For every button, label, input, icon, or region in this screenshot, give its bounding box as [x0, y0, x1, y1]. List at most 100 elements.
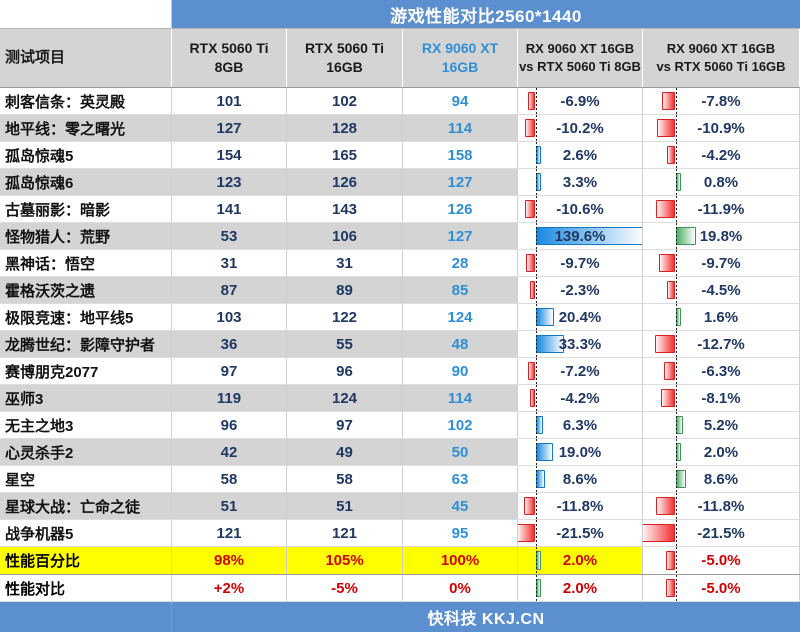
- data-bar-negative: [528, 362, 535, 380]
- cell-rtx5060ti-8gb: 154: [172, 142, 287, 168]
- cell-delta-vs-8gb: 2.0%: [518, 575, 643, 601]
- cell-delta-vs-8gb: 20.4%: [518, 304, 643, 330]
- cell-rtx5060ti-8gb: 123: [172, 169, 287, 195]
- title-spacer: [0, 0, 172, 28]
- table-row[interactable]: 龙腾世纪：影障守护者 36 55 48 33.3% -12.7%: [0, 331, 800, 358]
- row-label: 古墓丽影：暗影: [0, 196, 172, 222]
- cell-delta-vs-16gb: -10.9%: [643, 115, 800, 141]
- cell-delta-vs-8gb: 19.0%: [518, 439, 643, 465]
- column-header-rtx5060ti-8gb: RTX 5060 Ti 8GB: [172, 29, 287, 87]
- table-row[interactable]: 孤岛惊魂5 154 165 158 2.6% -4.2%: [0, 142, 800, 169]
- zero-axis-line: [536, 223, 537, 249]
- cell-delta-vs-8gb: -11.8%: [518, 493, 643, 519]
- table-row[interactable]: 巫师3 119 124 114 -4.2% -8.1%: [0, 385, 800, 412]
- cell-rtx5060ti-8gb: 98%: [172, 547, 287, 574]
- zero-axis-line: [676, 115, 677, 141]
- zero-axis-line: [676, 331, 677, 357]
- cell-rtx5060ti-16gb: 165: [287, 142, 403, 168]
- cell-rtx5060ti-16gb: 51: [287, 493, 403, 519]
- data-bar-negative: [659, 254, 675, 272]
- row-label: 无主之地3: [0, 412, 172, 438]
- footer-spacer: [0, 602, 172, 632]
- data-bar-negative: [643, 524, 675, 542]
- summary-row-percent[interactable]: 性能百分比 98% 105% 100% 2.0% -5.0%: [0, 547, 800, 575]
- table-row[interactable]: 极限竞速：地平线5 103 122 124 20.4% 1.6%: [0, 304, 800, 331]
- title-row: 游戏性能对比2560*1440: [0, 0, 800, 28]
- cell-rtx5060ti-16gb: 89: [287, 277, 403, 303]
- cell-rtx5060ti-8gb: 36: [172, 331, 287, 357]
- cell-delta-vs-16gb: 8.6%: [643, 466, 800, 492]
- delta-value: -5.0%: [701, 579, 741, 597]
- delta-value: 2.0%: [703, 443, 739, 461]
- row-label: 极限竞速：地平线5: [0, 304, 172, 330]
- delta-value: 33.3%: [558, 335, 602, 353]
- footer-watermark: 快科技 KKJ.CN: [172, 602, 800, 632]
- table-row[interactable]: 刺客信条：英灵殿 101 102 94 -6.9% -7.8%: [0, 88, 800, 115]
- cell-rtx5060ti-16gb: 96: [287, 358, 403, 384]
- delta-value: -10.9%: [697, 119, 745, 137]
- column-header-rtx5060ti-16gb: RTX 5060 Ti 16GB: [287, 29, 403, 87]
- cell-rtx5060ti-16gb: 58: [287, 466, 403, 492]
- cell-rx9060xt-16gb: 158: [403, 142, 518, 168]
- zero-axis-line: [676, 493, 677, 519]
- table-row[interactable]: 战争机器5 121 121 95 -21.5% -21.5%: [0, 520, 800, 547]
- zero-axis-line: [536, 358, 537, 384]
- table-row[interactable]: 无主之地3 96 97 102 6.3% 5.2%: [0, 412, 800, 439]
- cell-rx9060xt-16gb: 90: [403, 358, 518, 384]
- cell-delta-vs-8gb: -10.6%: [518, 196, 643, 222]
- cell-rx9060xt-16gb: 48: [403, 331, 518, 357]
- table-row[interactable]: 霍格沃茨之遗 87 89 85 -2.3% -4.5%: [0, 277, 800, 304]
- cell-delta-vs-16gb: -4.2%: [643, 142, 800, 168]
- cell-rtx5060ti-16gb: 121: [287, 520, 403, 546]
- cell-rtx5060ti-16gb: 128: [287, 115, 403, 141]
- delta-value: 8.6%: [562, 470, 598, 488]
- cell-rtx5060ti-16gb: 97: [287, 412, 403, 438]
- column-header-line2: vs RTX 5060 Ti 16GB: [656, 59, 786, 74]
- data-bar-negative: [657, 119, 675, 137]
- table-row[interactable]: 星空 58 58 63 8.6% 8.6%: [0, 466, 800, 493]
- cell-delta-vs-8gb: 2.6%: [518, 142, 643, 168]
- data-bar-negative: [656, 200, 675, 218]
- cell-delta-vs-16gb: -12.7%: [643, 331, 800, 357]
- table-row[interactable]: 怪物猎人：荒野 53 106 127 139.6% 19.8%: [0, 223, 800, 250]
- column-header-line1: RTX 5060 Ti: [304, 40, 385, 57]
- cell-rtx5060ti-16gb: 31: [287, 250, 403, 276]
- cell-delta-vs-8gb: -9.7%: [518, 250, 643, 276]
- data-bar-negative: [524, 497, 535, 515]
- row-label: 性能对比: [0, 575, 172, 601]
- cell-delta-vs-16gb: 19.8%: [643, 223, 800, 249]
- data-bar-negative: [655, 335, 675, 353]
- cell-rtx5060ti-8gb: 58: [172, 466, 287, 492]
- cell-rtx5060ti-16gb: 143: [287, 196, 403, 222]
- delta-value: -10.2%: [556, 119, 604, 137]
- table-row[interactable]: 星球大战：亡命之徒 51 51 45 -11.8% -11.8%: [0, 493, 800, 520]
- table-row[interactable]: 赛博朋克2077 97 96 90 -7.2% -6.3%: [0, 358, 800, 385]
- cell-rx9060xt-16gb: 100%: [403, 547, 518, 574]
- zero-axis-line: [676, 196, 677, 222]
- row-label: 赛博朋克2077: [0, 358, 172, 384]
- delta-value: 139.6%: [554, 227, 606, 245]
- column-header-line1: RTX 5060 Ti: [189, 40, 269, 57]
- data-bar-negative: [525, 119, 535, 137]
- zero-axis-line: [536, 547, 537, 574]
- column-header-line2: 16GB: [441, 59, 479, 75]
- cell-delta-vs-8gb: -4.2%: [518, 385, 643, 411]
- zero-axis-line: [676, 547, 677, 574]
- delta-value: 1.6%: [703, 308, 739, 326]
- table-row[interactable]: 孤岛惊魂6 123 126 127 3.3% 0.8%: [0, 169, 800, 196]
- cell-rtx5060ti-8gb: 97: [172, 358, 287, 384]
- zero-axis-line: [536, 196, 537, 222]
- table-row[interactable]: 黑神话：悟空 31 31 28 -9.7% -9.7%: [0, 250, 800, 277]
- delta-value: -5.0%: [701, 552, 741, 569]
- row-label: 地平线：零之曙光: [0, 115, 172, 141]
- cell-rtx5060ti-8gb: +2%: [172, 575, 287, 601]
- zero-axis-line: [536, 385, 537, 411]
- table-row[interactable]: 心灵杀手2 42 49 50 19.0% 2.0%: [0, 439, 800, 466]
- delta-value: 3.3%: [562, 173, 598, 191]
- table-row[interactable]: 古墓丽影：暗影 141 143 126 -10.6% -11.9%: [0, 196, 800, 223]
- cell-rx9060xt-16gb: 127: [403, 223, 518, 249]
- data-bar-negative: [518, 524, 535, 542]
- table-row[interactable]: 地平线：零之曙光 127 128 114 -10.2% -10.9%: [0, 115, 800, 142]
- cell-rtx5060ti-16gb: 126: [287, 169, 403, 195]
- data-bar-negative: [667, 146, 675, 164]
